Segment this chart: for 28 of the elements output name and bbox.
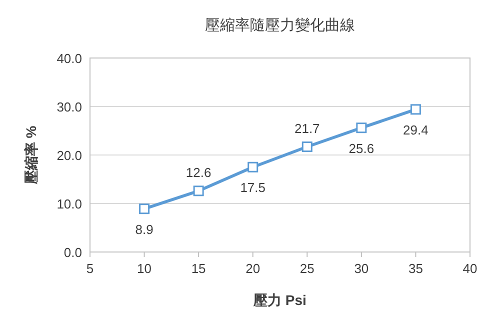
y-tick-label: 30.0 bbox=[56, 100, 82, 114]
data-label: 21.7 bbox=[294, 120, 320, 136]
x-tick-label: 30 bbox=[354, 261, 369, 276]
point bbox=[356, 122, 367, 134]
x-tick-label: 10 bbox=[137, 261, 152, 276]
y-tick-label: 20.0 bbox=[56, 148, 82, 163]
data-label: 8.9 bbox=[135, 222, 154, 237]
y-tick-label: 10.0 bbox=[56, 196, 82, 212]
point bbox=[410, 104, 421, 115]
x-tick-label: 35 bbox=[408, 261, 423, 276]
data-label: 25.6 bbox=[348, 140, 374, 156]
x-tick-label: 25 bbox=[300, 261, 314, 276]
x-tick-label: 5 bbox=[86, 261, 94, 276]
x-tick-label: 20 bbox=[246, 261, 260, 276]
y-axis-title: 壓縮率 % bbox=[23, 125, 39, 186]
y-tick-label: 40.0 bbox=[56, 51, 82, 66]
point bbox=[193, 186, 204, 196]
data-label: 12.6 bbox=[186, 164, 212, 180]
chart-title: 壓縮率隨壓力變化曲線 bbox=[205, 17, 355, 34]
point bbox=[139, 204, 150, 214]
point bbox=[248, 162, 258, 172]
x-tick-label: 40 bbox=[462, 261, 478, 276]
data-label: 29.4 bbox=[403, 122, 428, 138]
point bbox=[302, 142, 312, 152]
x-axis-title: 壓力 Psi bbox=[252, 292, 306, 308]
y-tick-label: 0.0 bbox=[64, 245, 82, 260]
data-label: 17.5 bbox=[240, 180, 266, 196]
x-tick-label: 15 bbox=[191, 261, 206, 276]
